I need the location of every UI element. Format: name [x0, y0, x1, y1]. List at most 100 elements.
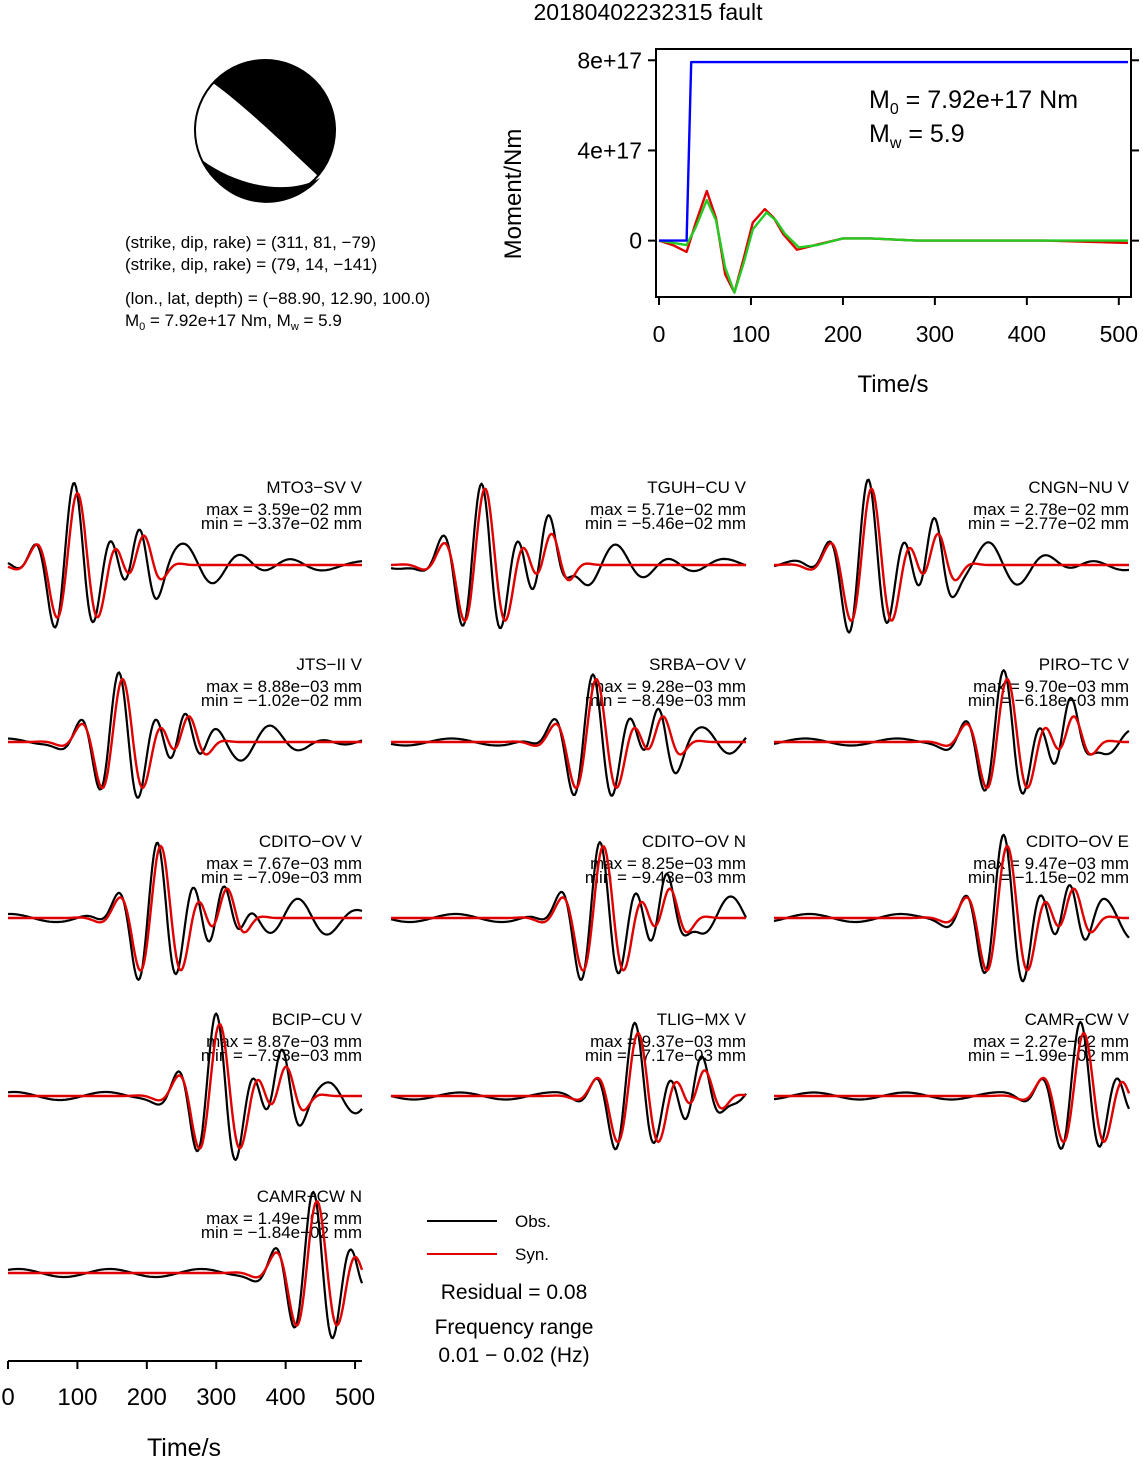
station-label: CNGN−NU V — [1028, 478, 1129, 497]
moment-plot: 0 4e+17 8e+17 0 100 200 300 400 500 Moment/Nm Ti… — [500, 47, 1139, 398]
min-amplitude-label: min = −1.15e−02 mm — [968, 868, 1129, 887]
synthetic-trace — [391, 845, 746, 972]
station-label: MTO3−SV V — [266, 478, 362, 497]
min-amplitude-label: min = −1.84e−02 mm — [201, 1223, 362, 1242]
moment-ytick-label: 4e+17 — [577, 137, 642, 163]
moment-xtick-label: 100 — [732, 321, 770, 347]
min-amplitude-label: min = −8.49e−03 mm — [585, 691, 746, 710]
station-label: TLIG−MX V — [657, 1010, 747, 1029]
min-amplitude-label: min = −6.18e−03 mm — [968, 691, 1129, 710]
max-amplitude-label: max = 3.59e−02 mm — [206, 500, 362, 519]
compressional-quadrant-upper — [213, 59, 335, 176]
frequency-range-value: 0.01 − 0.02 (Hz) — [438, 1344, 589, 1367]
station-label: JTS−II V — [296, 655, 362, 674]
min-amplitude-label: min = −5.46e−02 mm — [585, 514, 746, 533]
max-amplitude-label: max = 9.28e−03 mm — [590, 677, 746, 696]
moment-xtick-label: 400 — [1008, 321, 1046, 347]
synthetic-trace — [774, 678, 1129, 790]
max-amplitude-label: max = 2.78e−02 mm — [973, 500, 1129, 519]
moment-ytick-label: 0 — [629, 228, 642, 254]
observed-trace — [7, 482, 363, 629]
station-label: TGUH−CU V — [647, 478, 746, 497]
synthetic-trace — [8, 1200, 364, 1327]
min-amplitude-label: min = −7.09e−03 mm — [201, 868, 362, 887]
min-amplitude-label: min = −7.93e−03 mm — [201, 1046, 362, 1065]
synthetic-trace — [8, 844, 362, 972]
trace-xlabel: Time/s — [147, 1434, 221, 1458]
synthetic-trace — [774, 487, 1129, 622]
moment-ytick-label: 8e+17 — [577, 47, 642, 73]
legend-syn-label: Syn. — [515, 1245, 549, 1264]
synthetic-trace — [7, 491, 362, 619]
observed-trace — [8, 841, 363, 982]
station-label: CDITO−OV E — [1026, 832, 1129, 851]
min-amplitude-label: min = −1.02e−02 mm — [201, 691, 362, 710]
synthetic-trace — [8, 678, 362, 790]
max-amplitude-label: max = 2.27e−02 mm — [973, 1032, 1129, 1051]
max-amplitude-label: max = 8.87e−03 mm — [206, 1032, 362, 1051]
legend: Obs. Syn. Residual = 0.08 Frequency rang… — [427, 1212, 593, 1367]
moment-xtick-label: 300 — [916, 321, 954, 347]
synthetic-trace — [8, 1023, 362, 1150]
synthetic-trace — [774, 1032, 1131, 1144]
moment-magnitude-line: M0 = 7.92e+17 Nm, Mw = 5.9 — [125, 311, 342, 333]
observed-trace — [390, 1021, 747, 1151]
min-amplitude-label: min = −3.37e−02 mm — [201, 514, 362, 533]
station-label: CAMR−CW V — [1025, 1010, 1130, 1029]
moment-xlabel: Time/s — [857, 371, 928, 398]
trace-xtick-label: 500 — [335, 1384, 375, 1411]
trace-xtick-label: 400 — [266, 1384, 306, 1411]
residual-text: Residual = 0.08 — [441, 1281, 588, 1304]
trace-xtick-label: 0 — [1, 1384, 14, 1411]
synthetic-trace — [391, 678, 746, 790]
station-label: BCIP−CU V — [272, 1010, 363, 1029]
frequency-range-title: Frequency range — [435, 1316, 594, 1339]
trace-xtick-label: 300 — [196, 1384, 236, 1411]
nodal-plane-1: (strike, dip, rake) = (311, 81, −79) — [125, 233, 376, 252]
synthetic-trace — [774, 845, 1129, 972]
moment-xtick-label: 500 — [1100, 321, 1138, 347]
observed-trace — [7, 1190, 364, 1340]
m0-annotation: M0 = 7.92e+17 Nm — [869, 86, 1078, 118]
cumulative-moment-line — [659, 60, 1128, 242]
station-label: SRBA−OV V — [649, 655, 747, 674]
min-amplitude-label: min = −2.77e−02 mm — [968, 514, 1129, 533]
max-amplitude-label: max = 5.71e−02 mm — [590, 500, 746, 519]
synthetic-trace — [391, 487, 746, 623]
mw-annotation: Mw = 5.9 — [869, 120, 965, 152]
trace-time-axis: 0 100 200 300 400 500 — [1, 1360, 375, 1411]
source-time-function-green — [658, 198, 1128, 294]
synthetic-trace — [391, 1032, 747, 1144]
min-amplitude-label: min = −1.99e−02 mm — [968, 1046, 1129, 1065]
focal-mechanism-beachball — [194, 59, 336, 203]
hypocenter: (lon., lat, depth) = (−88.90, 12.90, 100… — [125, 289, 430, 308]
station-label: CAMR−CW N — [257, 1187, 362, 1206]
max-amplitude-label: max = 7.67e−03 mm — [206, 854, 362, 873]
moment-xtick-label: 200 — [824, 321, 862, 347]
nodal-plane-2: (strike, dip, rake) = (79, 14, −141) — [125, 255, 377, 274]
station-label: CDITO−OV N — [642, 832, 746, 851]
station-label: PIRO−TC V — [1039, 655, 1130, 674]
moment-xtick-label: 0 — [653, 321, 666, 347]
legend-obs-label: Obs. — [515, 1212, 551, 1231]
moment-plot-frame — [655, 48, 1132, 298]
trace-xtick-label: 100 — [57, 1384, 97, 1411]
max-amplitude-label: max = 8.25e−03 mm — [590, 854, 746, 873]
compressional-quadrant-lower — [202, 160, 320, 203]
figure-title: 20180402232315 fault — [534, 0, 764, 25]
max-amplitude-label: max = 8.88e−03 mm — [206, 677, 362, 696]
trace-xtick-label: 200 — [127, 1384, 167, 1411]
